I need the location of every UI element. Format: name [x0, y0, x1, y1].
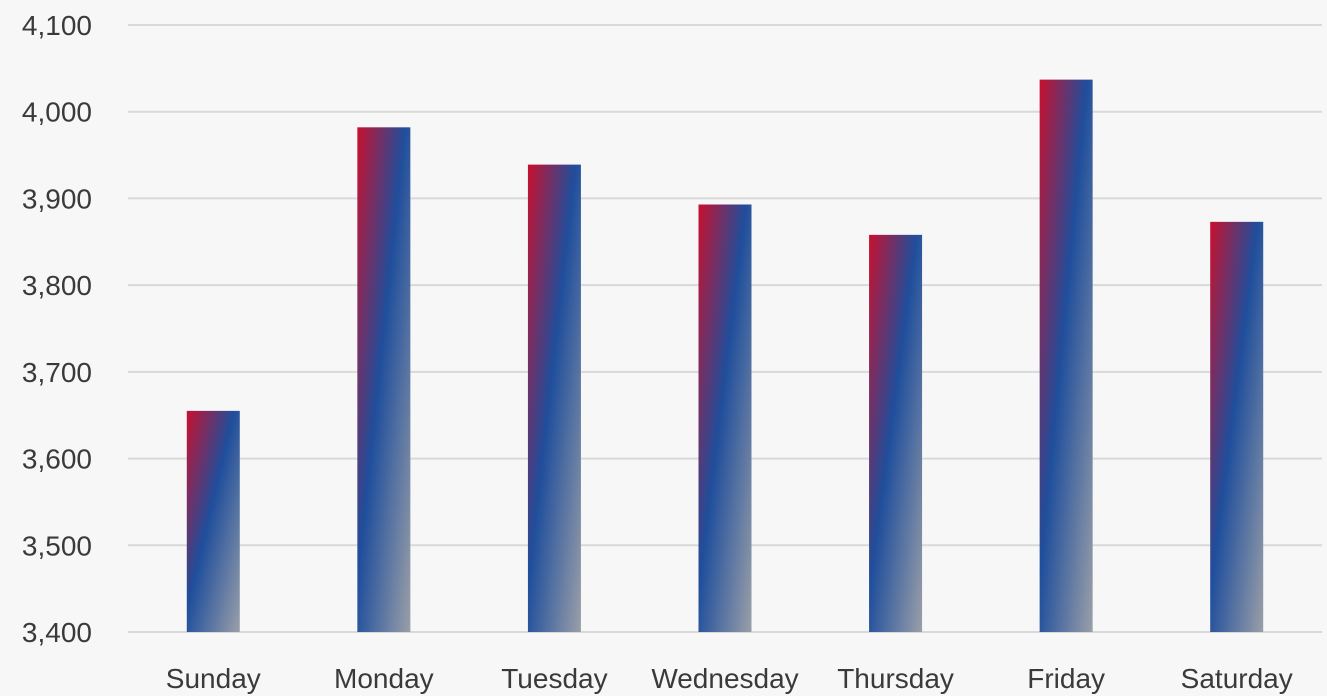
bar-monday: [357, 127, 411, 632]
y-tick-label: 3,900: [22, 183, 92, 214]
y-tick-label: 3,400: [22, 617, 92, 648]
bars: [186, 79, 1264, 633]
bar-saturday: [1210, 221, 1264, 632]
x-tick-label: Thursday: [837, 663, 954, 694]
y-tick-label: 3,700: [22, 357, 92, 388]
x-tick-label: Sunday: [166, 663, 261, 694]
x-tick-label: Friday: [1027, 663, 1105, 694]
y-tick-label: 3,600: [22, 444, 92, 475]
x-tick-label: Wednesday: [651, 663, 798, 694]
x-tick-label: Tuesday: [501, 663, 607, 694]
y-axis-tick-labels: 3,400 3,500 3,600 3,700 3,800 3,900 4,000 4,100: [22, 10, 92, 648]
y-tick-label: 4,000: [22, 97, 92, 128]
x-tick-label: Monday: [334, 663, 434, 694]
bar-sunday: [186, 410, 240, 632]
x-axis-tick-labels: Sunday Monday Tuesday Wednesday Thursday Frid…: [166, 663, 1293, 694]
x-tick-label: Saturday: [1181, 663, 1293, 694]
bar-thursday: [869, 234, 923, 632]
y-tick-label: 3,800: [22, 270, 92, 301]
y-tick-label: 4,100: [22, 10, 92, 41]
bar-friday: [1039, 79, 1093, 632]
y-tick-label: 3,500: [22, 530, 92, 561]
bar-wednesday: [698, 204, 752, 632]
bar-tuesday: [527, 164, 581, 633]
